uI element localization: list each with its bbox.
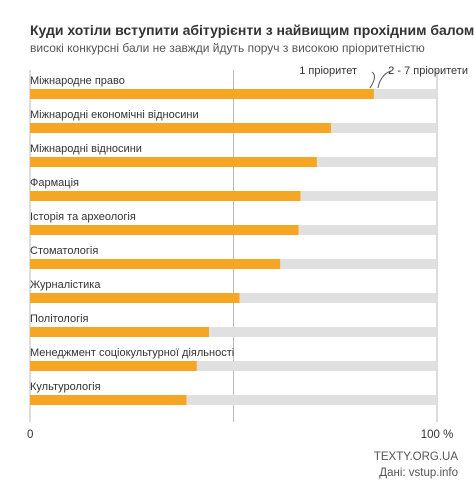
bar-first-priority [30,157,317,167]
bar-other-priorities [300,191,437,201]
bar-first-priority [30,123,332,133]
source-data: Дані: vstup.info [379,467,458,479]
bar-other-priorities [209,327,437,337]
category-label: Міжнародні відносини [30,143,142,155]
bar-first-priority [30,89,374,99]
x-tick-label: 0 [27,429,33,441]
source-site: TEXTY.ORG.UA [373,451,458,463]
legend-pointer-first-priority [369,71,375,89]
chart-title: Куди хотіли вступити абітурієнти з найви… [30,22,474,38]
bar-first-priority [30,395,187,405]
bar-other-priorities [239,293,437,303]
category-label: Культурологія [30,381,101,393]
category-label: Міжнародне право [30,75,125,87]
category-label: Менеджмент соціокультурної діяльності [30,347,234,359]
bar-other-priorities [373,89,437,99]
bar-other-priorities [280,259,437,269]
category-label: Політологія [30,313,89,325]
category-label: Фармація [30,177,79,189]
chart-subtitle: високі конкурсні бали не завжди йдуть по… [30,41,425,55]
bar-other-priorities [316,157,437,167]
bar-other-priorities [298,225,437,235]
bar-first-priority [30,361,197,371]
x-tick-label: 100 % [421,429,454,441]
bar-other-priorities [196,361,437,371]
category-label: Міжнародні економічні відносини [30,109,199,121]
bar-first-priority [30,327,210,337]
bar-first-priority [30,259,281,269]
bar-other-priorities [186,395,437,405]
category-label: Історія та археологія [30,211,136,223]
category-label: Журналістика [30,279,101,291]
legend-label-first-priority: 1 пріоритет [299,65,357,77]
bar-other-priorities [331,123,437,133]
legend-pointer-other-priorities [377,70,392,89]
category-label: Стоматологія [30,245,98,257]
bar-first-priority [30,225,299,235]
bar-first-priority [30,293,240,303]
bar-first-priority [30,191,301,201]
legend-label-other-priorities: 2 - 7 пріоритети [388,65,468,77]
